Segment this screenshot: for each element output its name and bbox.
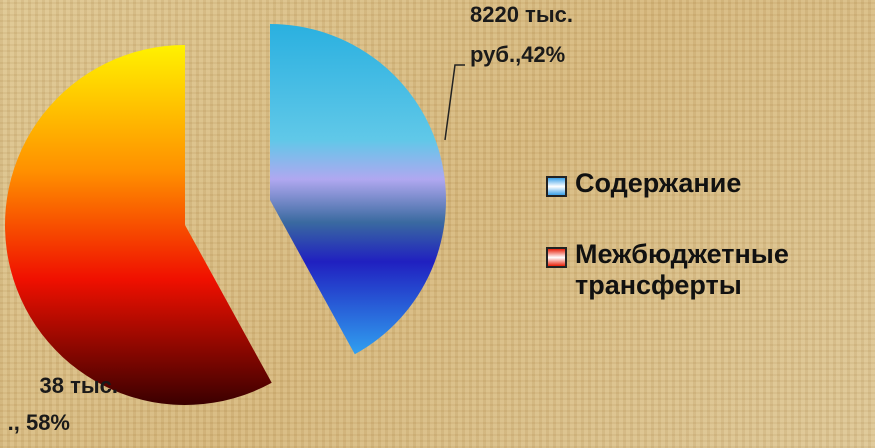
legend: Содержание Межбюджетные трансферты (546, 168, 866, 341)
legend-item: Содержание (546, 168, 846, 199)
data-label: 38 тыс. (40, 373, 119, 398)
pie-slice (270, 24, 447, 355)
data-label: ., 58% (8, 410, 70, 435)
legend-item: Межбюджетные трансферты (546, 239, 846, 301)
legend-label: Содержание (575, 168, 742, 198)
legend-swatch (546, 176, 567, 197)
data-label: руб.,42% (470, 42, 565, 67)
data-label: 8220 тыс. (470, 2, 573, 27)
pie-slice (5, 45, 272, 405)
leader-line (444, 64, 465, 141)
legend-swatch (546, 247, 567, 268)
legend-label: Межбюджетные трансферты (575, 239, 789, 300)
